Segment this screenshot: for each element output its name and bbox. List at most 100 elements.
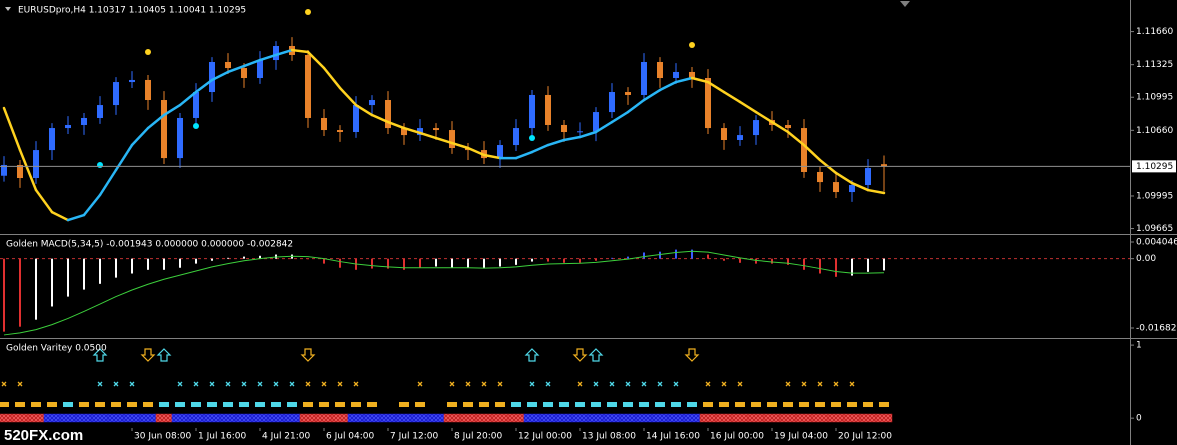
trend-square <box>367 402 377 407</box>
trend-square <box>463 402 473 407</box>
trend-band <box>555 413 573 423</box>
trend-band <box>523 413 541 423</box>
moving-average-segment <box>82 193 102 217</box>
candle-body <box>177 117 183 159</box>
candle-body <box>161 100 167 159</box>
x-tick-label: 6 Jul 04:00 <box>326 432 375 442</box>
cross-marker <box>465 381 471 387</box>
trend-band <box>539 413 557 423</box>
moving-average-segment <box>162 103 182 117</box>
candle-body <box>49 128 55 151</box>
candle-body <box>129 79 135 83</box>
histogram-bar <box>819 258 821 274</box>
watermark: 520FX.com <box>4 427 83 444</box>
x-tick-label: 20 Jul 12:00 <box>838 432 892 442</box>
trend-square <box>799 402 809 407</box>
moving-average-segment <box>386 120 406 130</box>
y-tick-label: 1.09995 <box>1136 191 1173 201</box>
last-price-label: 1.10295 <box>1136 162 1173 172</box>
moving-average-segment <box>34 188 54 214</box>
candle-body <box>785 124 791 129</box>
y-tick-label: 1.10660 <box>1136 126 1173 136</box>
trend-square <box>0 402 9 407</box>
histogram-bar <box>771 258 773 264</box>
cross-marker <box>1 381 7 387</box>
candle-body <box>881 164 887 167</box>
cross-marker <box>417 381 423 387</box>
candle-body <box>321 117 327 131</box>
cross-marker <box>113 381 119 387</box>
trend-band <box>843 413 861 423</box>
menu-triangle[interactable] <box>5 7 11 11</box>
trend-band <box>795 413 813 423</box>
histogram-bar <box>595 258 597 261</box>
trend-square <box>399 402 409 407</box>
signal-arrow <box>588 348 604 362</box>
histogram-bar <box>419 258 421 268</box>
trend-square <box>847 402 857 407</box>
signal-dot <box>97 161 103 168</box>
trend-band <box>27 413 45 423</box>
candle-body <box>33 150 39 179</box>
trend-square <box>495 402 505 407</box>
panel-title: Golden MACD(5,34,5) -0.001943 0.000000 0… <box>6 240 293 250</box>
moving-average-segment <box>178 90 198 107</box>
cross-marker <box>129 381 135 387</box>
trend-band <box>603 413 621 423</box>
histogram-bar <box>675 249 677 259</box>
y-tick-label: 1.09665 <box>1136 224 1173 234</box>
trend-band <box>59 413 77 423</box>
shift-marker[interactable] <box>900 1 910 7</box>
cross-marker <box>337 381 343 387</box>
trend-band <box>667 413 685 423</box>
histogram-bar <box>131 258 133 274</box>
moving-average-segment <box>674 76 694 84</box>
histogram-bar <box>227 257 229 259</box>
moving-average-segment <box>210 70 230 82</box>
trend-square <box>319 402 329 407</box>
cross-marker <box>801 381 807 387</box>
signal-arrow <box>156 348 172 362</box>
moving-average-segment <box>482 153 502 160</box>
trend-band <box>235 413 253 423</box>
histogram-bar <box>611 257 613 259</box>
trend-band <box>491 413 509 423</box>
trend-band <box>203 413 221 423</box>
candle-body <box>449 130 455 148</box>
cross-marker <box>353 381 359 387</box>
candle-body <box>593 112 599 132</box>
candle-body <box>833 182 839 193</box>
trend-square <box>415 402 425 407</box>
candle-body <box>81 117 87 125</box>
y-tick-label: 0.004046 <box>1136 237 1177 247</box>
trend-square <box>591 402 601 407</box>
moving-average-segment <box>18 148 38 192</box>
cross-marker <box>193 381 199 387</box>
y-tick-label: 0 <box>1136 414 1142 424</box>
signal-dot <box>305 9 311 16</box>
candle-body <box>753 120 759 136</box>
moving-average-segment <box>626 98 646 114</box>
trend-square <box>303 402 313 407</box>
signal-arrow <box>572 348 588 362</box>
trend-square <box>447 402 457 407</box>
candle-body <box>433 128 439 131</box>
histogram-bar <box>739 258 741 263</box>
moving-average-segment <box>770 120 790 134</box>
candle-body <box>801 128 807 172</box>
moving-average-segment <box>98 168 118 197</box>
panel-title: Golden Varitey 0.0500 <box>6 344 107 354</box>
x-tick-label: 30 Jun 08:00 <box>134 432 191 442</box>
moving-average-segment <box>706 80 726 94</box>
candle-body <box>561 124 567 133</box>
trend-band <box>267 413 285 423</box>
histogram-bar <box>659 251 661 259</box>
moving-average-segment <box>2 106 22 152</box>
trend-band <box>459 413 477 423</box>
trend-band <box>587 413 605 423</box>
moving-average-segment <box>370 113 390 124</box>
candle-body <box>657 62 663 78</box>
histogram-bar <box>243 256 245 259</box>
